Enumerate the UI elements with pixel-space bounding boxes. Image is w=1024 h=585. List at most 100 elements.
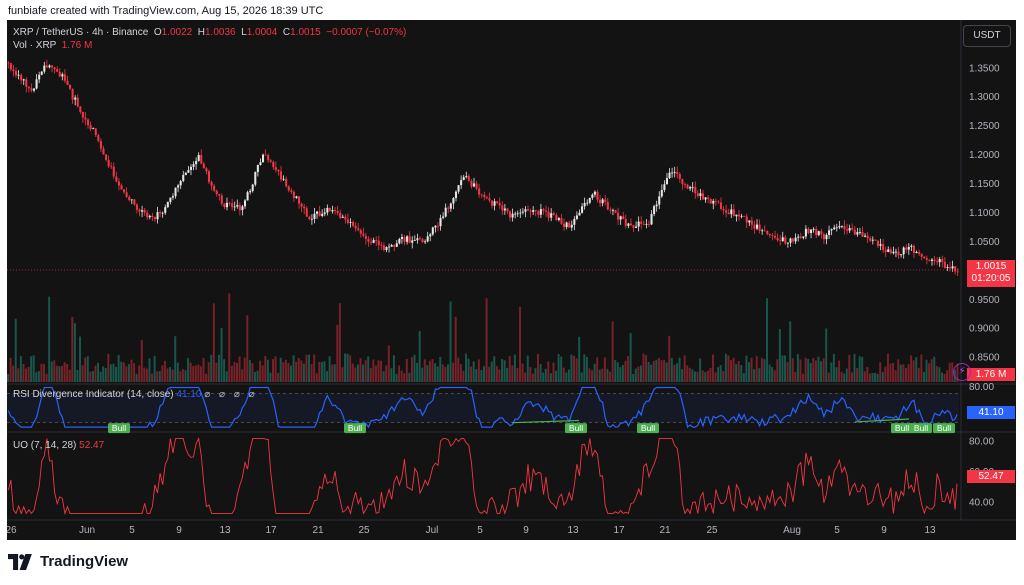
candle-body xyxy=(900,254,903,256)
candle-body xyxy=(604,199,607,202)
bull-signal-box xyxy=(108,423,130,434)
volume-bar xyxy=(557,354,560,382)
volume-bar xyxy=(555,370,558,382)
candle-body xyxy=(853,229,856,235)
candle-body xyxy=(614,209,617,213)
volume-bar xyxy=(781,355,784,382)
candle-body xyxy=(151,215,154,218)
volume-bar xyxy=(104,368,107,382)
volume-label[interactable]: Vol · XRP xyxy=(13,40,57,51)
volume-bar xyxy=(706,370,709,382)
volume-bar xyxy=(701,370,704,382)
volume-bar xyxy=(686,365,689,382)
candle-body xyxy=(557,218,560,220)
time-tick-label: Jun xyxy=(79,525,95,536)
rsi-current-value: 41.10 xyxy=(176,389,202,400)
volume-bar xyxy=(84,357,87,382)
candle-body xyxy=(452,198,455,204)
candle-body xyxy=(496,201,499,203)
candle-body xyxy=(887,249,890,252)
candle-body xyxy=(635,226,638,228)
volume-bar xyxy=(86,356,89,382)
volume-bar xyxy=(755,356,758,382)
volume-bar xyxy=(758,368,761,382)
lightning-icon[interactable]: ⚡ xyxy=(953,363,971,381)
volume-bar xyxy=(318,361,321,382)
volume-bar xyxy=(912,360,915,382)
candle-body xyxy=(261,154,265,163)
candle-body xyxy=(416,238,419,241)
symbol-label[interactable]: XRP / TetherUS · 4h · Binance xyxy=(13,27,149,38)
volume-bar xyxy=(233,362,236,382)
candle-body xyxy=(815,228,818,236)
volume-bar xyxy=(197,364,200,382)
uo-panel-title[interactable]: UO (7, 14, 28) 52.47 xyxy=(13,440,105,451)
volume-bar xyxy=(868,373,871,382)
volume-bar xyxy=(657,357,660,382)
candle-body xyxy=(776,237,779,241)
volume-bar xyxy=(174,336,177,382)
volume-bar xyxy=(513,354,516,382)
volume-bar xyxy=(30,356,33,382)
candle-body xyxy=(642,223,645,225)
volume-bar xyxy=(341,367,344,382)
volume-bar xyxy=(632,373,635,382)
volume-bar xyxy=(374,365,377,382)
volume-bar xyxy=(753,369,756,382)
volume-bar xyxy=(521,363,524,382)
chart-canvas[interactable]: 1.3500 1.3000 1.2500 1.2000 1.1500 1.1000 1.05… xyxy=(7,20,1016,540)
volume-bar xyxy=(850,372,853,382)
volume-bar xyxy=(369,368,372,382)
candle-body xyxy=(629,223,632,226)
candle-body xyxy=(786,242,789,244)
candle-body xyxy=(485,197,488,199)
volume-bar xyxy=(210,354,213,382)
candle-body xyxy=(290,190,293,192)
volume-bar xyxy=(593,363,596,382)
volume-bar xyxy=(717,367,720,382)
volume-bar xyxy=(313,354,316,382)
bull-signal-label: Bull xyxy=(937,423,951,433)
candle-body xyxy=(249,190,252,193)
candle-body xyxy=(45,65,48,68)
volume-bar xyxy=(423,359,426,382)
volume-bar xyxy=(547,361,550,382)
candle-body xyxy=(864,235,867,237)
candle-body xyxy=(63,74,66,81)
volume-bar xyxy=(377,360,380,382)
candle-body xyxy=(755,224,759,229)
chart-frame[interactable]: 1.3500 1.3000 1.2500 1.2000 1.1500 1.1000 1.05… xyxy=(7,20,1016,540)
currency-button[interactable]: USDT xyxy=(963,25,1011,47)
volume-bar xyxy=(830,362,833,382)
volume-bar xyxy=(678,357,681,382)
candle-body xyxy=(171,196,174,198)
volume-bar xyxy=(449,301,452,382)
volume-bar xyxy=(238,356,241,382)
rsi-settings-icons[interactable]: ⌀ ⌀ ⌀ ⌀ xyxy=(204,389,258,400)
volume-bar xyxy=(655,359,658,382)
candle-body xyxy=(12,69,15,72)
volume-bar xyxy=(778,328,781,382)
volume-bar xyxy=(699,358,702,382)
volume-bar xyxy=(300,360,303,382)
volume-bar xyxy=(660,360,663,382)
volume-bar xyxy=(732,357,735,382)
volume-bar xyxy=(127,364,130,382)
candle-body xyxy=(552,213,555,216)
volume-bar xyxy=(737,360,740,382)
candle-body xyxy=(408,236,411,243)
candle-body xyxy=(388,246,391,248)
candle-body xyxy=(856,232,859,235)
volume-bar xyxy=(483,366,485,382)
volume-bar xyxy=(37,371,40,382)
candle-body xyxy=(846,229,849,231)
candle-body xyxy=(609,209,612,211)
time-tick-label: 13 xyxy=(219,525,231,536)
volume-bar xyxy=(730,360,732,382)
volume-bar xyxy=(516,368,519,382)
rsi-panel-title[interactable]: RSI Divergence Indicator (14, close) 41.… xyxy=(13,389,258,400)
time-tick-label: 21 xyxy=(312,525,324,536)
candle-body xyxy=(161,212,164,214)
volume-bar xyxy=(462,370,465,382)
volume-bar xyxy=(135,373,138,382)
